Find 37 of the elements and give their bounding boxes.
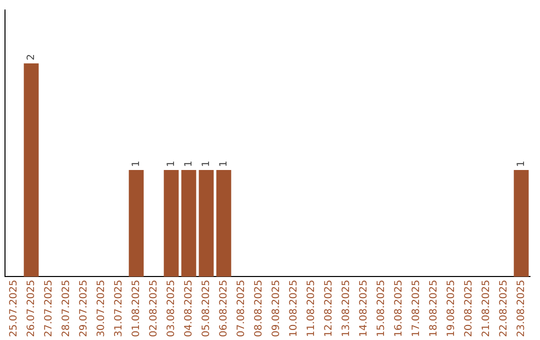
x-tick-label: 27.07.2025	[43, 280, 54, 338]
x-tick-label: 02.08.2025	[148, 280, 160, 338]
x-tick-label: 01.08.2025	[130, 280, 142, 338]
x-tick-label: 19.08.2025	[446, 280, 457, 338]
data-label: 1	[516, 160, 527, 168]
x-tick-label: 30.07.2025	[96, 280, 107, 338]
x-tick-label: 18.08.2025	[428, 280, 440, 338]
x-tick-label: 17.08.2025	[410, 280, 422, 338]
data-label: 1	[200, 160, 212, 168]
x-tick-label: 10.08.2025	[288, 280, 300, 338]
data-label: 1	[183, 160, 194, 168]
x-tick-label: 05.08.2025	[200, 280, 212, 338]
x-tick-label: 14.08.2025	[358, 280, 370, 338]
data-label: 1	[130, 160, 142, 168]
x-tick-label: 28.07.2025	[60, 280, 72, 338]
data-label: 1	[166, 160, 177, 168]
x-tick-label: 15.08.2025	[376, 280, 387, 338]
x-tick-label: 23.08.2025	[516, 280, 527, 338]
x-tick-label: 03.08.2025	[166, 280, 177, 338]
data-label: 1	[218, 160, 230, 168]
x-tick-label: 12.08.2025	[323, 280, 334, 338]
x-tick-label: 16.08.2025	[393, 280, 404, 338]
x-tick-label: 20.08.2025	[463, 280, 474, 338]
x-tick-label: 31.07.2025	[113, 280, 124, 338]
x-tick-label: 08.08.2025	[253, 280, 264, 338]
x-tick-label: 06.08.2025	[218, 280, 230, 338]
x-tick-label: 21.08.2025	[480, 280, 492, 338]
x-tick-label: 04.08.2025	[183, 280, 194, 338]
data-label: 2	[26, 54, 37, 60]
x-tick-label: 29.07.2025	[78, 280, 90, 338]
x-tick-label: 09.08.2025	[270, 280, 282, 338]
x-tick-label: 26.07.2025	[26, 280, 37, 338]
x-tick-label: 25.07.2025	[8, 280, 20, 338]
x-tick-label: 13.08.2025	[340, 280, 352, 338]
x-tick-label: 07.08.2025	[236, 280, 247, 338]
x-tick-label: 22.08.2025	[498, 280, 510, 338]
x-tick-label: 11.08.2025	[306, 280, 317, 338]
